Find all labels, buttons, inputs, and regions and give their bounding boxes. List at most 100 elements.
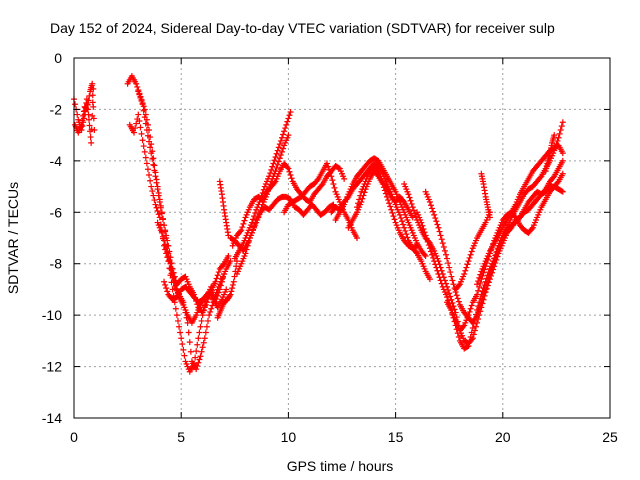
data-point <box>159 216 166 223</box>
data-point <box>241 217 248 224</box>
data-point <box>270 160 277 167</box>
data-point <box>88 139 95 146</box>
trace-23 <box>474 142 566 288</box>
y-tick-label: -8 <box>50 256 63 272</box>
data-point <box>169 269 176 276</box>
data-point <box>422 232 429 239</box>
data-point <box>259 190 266 196</box>
data-point <box>440 244 447 250</box>
data-point <box>467 334 474 340</box>
data-point <box>438 236 445 243</box>
data-point <box>151 162 158 169</box>
data-point <box>220 274 227 281</box>
data-point <box>147 144 154 151</box>
data-point <box>537 174 544 181</box>
x-tick-label: 10 <box>281 429 297 445</box>
data-point <box>138 130 145 137</box>
data-point <box>275 144 282 151</box>
data-point <box>280 131 287 138</box>
data-point <box>229 285 236 292</box>
y-tick-label: -12 <box>42 359 62 375</box>
data-point <box>446 264 453 271</box>
data-point <box>230 278 237 285</box>
data-point <box>252 209 259 216</box>
data-point <box>466 308 473 315</box>
data-point <box>268 166 275 173</box>
data-point <box>555 134 562 141</box>
trace-13 <box>227 193 337 254</box>
data-point <box>436 274 443 281</box>
data-point <box>85 97 92 104</box>
data-point <box>162 281 169 288</box>
data-point <box>400 221 407 228</box>
data-point <box>229 281 236 288</box>
data-point <box>387 203 394 210</box>
data-point <box>447 293 454 300</box>
data-point <box>196 329 203 336</box>
data-point <box>138 98 145 105</box>
data-point <box>434 221 441 228</box>
data-point <box>492 254 499 261</box>
data-point <box>144 132 151 139</box>
data-point <box>482 286 489 293</box>
data-point <box>142 154 149 161</box>
trace-26 <box>542 132 558 175</box>
data-point <box>438 280 445 287</box>
data-point <box>287 172 294 178</box>
data-point <box>432 215 439 222</box>
data-point <box>140 107 147 114</box>
data-point <box>285 132 292 139</box>
data-point <box>136 91 143 98</box>
data-point <box>558 188 565 195</box>
data-point <box>141 148 148 155</box>
data-point <box>194 341 201 348</box>
data-point <box>466 338 473 345</box>
data-point <box>488 267 495 274</box>
data-point <box>467 305 474 312</box>
data-point <box>358 199 365 205</box>
data-point <box>435 224 442 231</box>
data-point <box>426 245 433 252</box>
data-point <box>181 352 188 359</box>
data-point <box>178 335 185 342</box>
data-point <box>426 199 433 205</box>
chart-title: Day 152 of 2024, Sidereal Day-to-day VTE… <box>50 20 555 36</box>
data-point <box>314 177 321 184</box>
data-point <box>137 124 144 131</box>
data-point <box>146 138 153 145</box>
data-point <box>480 292 487 299</box>
data-point <box>551 132 558 139</box>
data-point <box>272 154 279 160</box>
data-point <box>171 278 178 285</box>
data-point <box>420 226 427 232</box>
data-point <box>455 282 462 289</box>
data-point <box>462 267 469 274</box>
data-point <box>326 166 333 173</box>
data-point <box>91 127 98 133</box>
data-point <box>159 233 166 240</box>
data-point <box>559 170 566 177</box>
trace-18 <box>345 168 421 252</box>
data-point <box>442 251 449 258</box>
data-point <box>431 258 438 265</box>
data-point <box>448 273 455 280</box>
data-point <box>408 200 415 207</box>
data-point <box>227 291 234 298</box>
data-point <box>409 204 416 211</box>
data-point <box>180 346 187 353</box>
data-point <box>191 361 198 367</box>
data-point <box>161 278 168 285</box>
data-point <box>85 111 92 118</box>
data-point <box>381 187 388 194</box>
data-point <box>429 205 436 212</box>
data-point <box>427 202 434 209</box>
data-point <box>267 181 274 188</box>
data-point <box>133 120 140 127</box>
data-point <box>481 289 488 296</box>
data-point <box>156 199 163 205</box>
data-point <box>151 197 158 204</box>
data-point <box>407 197 414 204</box>
data-point <box>396 211 403 218</box>
data-point <box>467 251 474 258</box>
